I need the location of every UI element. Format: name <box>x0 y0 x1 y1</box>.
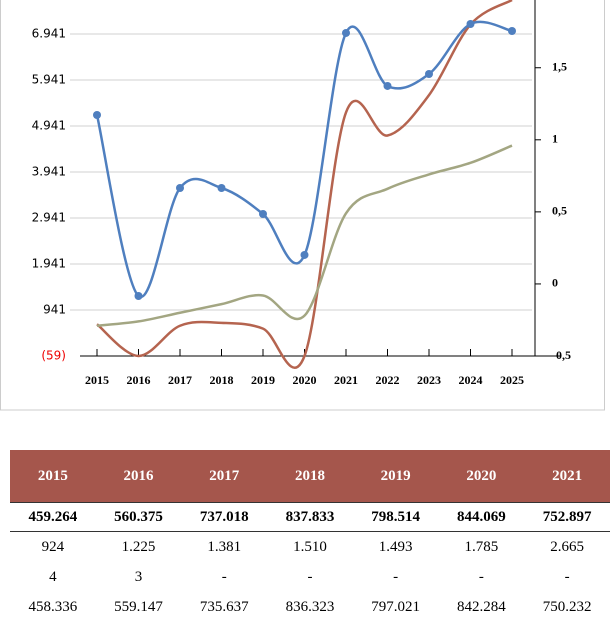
point <box>383 81 392 90</box>
table-cell: 5.073 <box>439 622 525 626</box>
chart: (59) 941 1.941 2.941 3.941 4.941 5.941 6.941 -0,… <box>0 0 605 411</box>
table-row: 458.336 559.147 735.637 836.323 797.021 842.2… <box>10 592 610 622</box>
y2-tick-label: 0,5 <box>552 204 567 218</box>
table-cell: 2.665 <box>550 538 584 555</box>
x-tick-label: 2016 <box>127 373 151 387</box>
y2-tick-label: -0,5 <box>552 348 571 362</box>
point <box>217 184 226 193</box>
point <box>425 70 433 79</box>
chart-border <box>0 0 605 411</box>
table-cell: 4.421 <box>96 622 182 626</box>
table-cell: 459.264 <box>10 502 96 532</box>
column-header: 2018 <box>267 450 353 503</box>
x-tick-label: 2022 <box>376 373 400 387</box>
point <box>300 250 309 259</box>
table-cell: 4 <box>49 568 57 585</box>
table-cell: 5.427 <box>353 622 439 626</box>
table-cell: 3.990 <box>10 622 96 626</box>
table-cell: 798.514 <box>352 502 439 532</box>
table-cell: 1.493 <box>378 538 413 555</box>
x-tick-label: 2023 <box>417 373 441 387</box>
table-cell: 5.012 <box>267 622 353 626</box>
y-tick-label: 4.941 <box>32 118 66 132</box>
x-tick-label: 2015 <box>85 373 109 387</box>
x-tick-label: 2017 <box>168 373 192 387</box>
x-tick-label: 2025 <box>500 373 524 387</box>
y-tick-label: 941 <box>43 302 66 316</box>
x-tick-label: 2021 <box>334 373 358 387</box>
x-tick-label: 2020 <box>293 373 317 387</box>
y-tick-label: 6.941 <box>32 26 66 40</box>
table-cell: - <box>221 568 227 585</box>
table-cell: 1.225 <box>121 538 156 555</box>
table-cell: 837.833 <box>267 502 353 532</box>
data-table: 2015 2016 2017 2018 2019 2020 2021 459.264 560.3… <box>10 450 610 626</box>
table-cell: 3 <box>134 568 143 585</box>
point <box>466 20 475 29</box>
table-cell: 559.147 <box>114 598 163 615</box>
column-header: 2019 <box>352 450 439 503</box>
table-cell: 4.062 <box>181 622 267 626</box>
table-cell: 924 <box>41 538 65 555</box>
table-cell: 836.323 <box>285 598 335 615</box>
table-cell: - <box>307 568 313 585</box>
column-header: 2021 <box>524 450 610 503</box>
point <box>93 111 101 120</box>
column-header: 2016 <box>95 450 182 503</box>
point <box>342 28 350 37</box>
table-row: 459.264 560.375 737.018 837.833 798.514 844.0… <box>10 502 610 532</box>
table-row: 924 1.225 1.381 1.510 1.493 1.785 2.665 <box>10 532 610 563</box>
point <box>259 209 267 218</box>
y-tick-label: 5.941 <box>32 72 66 86</box>
table-cell: 844.069 <box>438 502 525 532</box>
point <box>508 27 516 36</box>
table-row: 4 3 - - - - - <box>10 562 610 592</box>
table-cell: 1.381 <box>207 538 242 555</box>
table-cell: 560.375 <box>95 502 182 532</box>
table-cell: 1.510 <box>293 538 327 555</box>
x-tick-label: 2024 <box>459 373 483 387</box>
table-cell: - <box>393 568 399 585</box>
y2-tick-label: 1 <box>552 132 558 146</box>
header-row: 2015 2016 2017 2018 2019 2020 2021 <box>10 450 610 503</box>
column-header: 2017 <box>181 450 268 503</box>
point <box>176 184 184 193</box>
table-cell: 458.336 <box>28 598 78 615</box>
y-tick-label: 3.941 <box>32 164 66 178</box>
y-tick-label: 1.941 <box>32 256 66 270</box>
y-tick-label: (59) <box>41 349 66 363</box>
point <box>134 292 143 301</box>
table-cell: 735.637 <box>199 598 249 615</box>
table-cell: 842.284 <box>456 598 506 615</box>
column-header: 2015 <box>10 450 96 503</box>
table-cell: 737.018 <box>181 502 268 532</box>
table-cell: 1.785 <box>464 538 499 555</box>
y2-tick-label: 1,5 <box>552 59 567 73</box>
y-tick-label: 2.941 <box>32 210 66 224</box>
table-cell: 797.021 <box>371 598 421 615</box>
column-header: 2020 <box>438 450 525 503</box>
y2-tick-label: 0 <box>552 276 558 290</box>
table-row: 3.9904.4214.0625.0125.4275.07324.313 <box>10 622 610 626</box>
table-cell: 752.897 <box>524 502 610 532</box>
table-cell: - <box>478 568 484 585</box>
x-tick-label: 2019 <box>251 373 275 387</box>
table-cell: 750.232 <box>542 598 592 615</box>
series-line <box>96 0 513 369</box>
series-line <box>96 144 513 327</box>
table-cell: - <box>564 568 570 585</box>
table-cell: 24.313 <box>524 622 610 626</box>
x-tick-label: 2018 <box>210 373 234 387</box>
